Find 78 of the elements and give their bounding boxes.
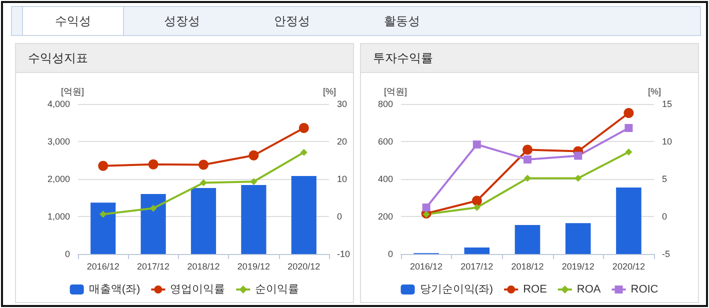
x-tick-label: 2017/12 [137,262,170,272]
x-tick-label: 2020/12 [612,262,645,272]
y-tick-label: 4,000 [47,99,70,109]
point [422,204,430,212]
point [522,144,532,155]
point [472,196,482,206]
y-tick-label: 800 [378,99,393,109]
bar [464,247,490,254]
text: 수익성 [22,6,124,35]
x-tick-label: 2018/12 [511,262,544,272]
legend-label: 순이익률 [255,284,300,296]
point [625,148,632,156]
bar [565,223,591,254]
x-tick-label: 2016/12 [86,262,120,272]
bar [241,185,266,254]
y-tick-label: 2,000 [47,174,70,184]
y2-tick-label: 10 [336,174,348,184]
y-tick-label: 1,000 [47,212,70,222]
y-tick-label: 400 [378,174,393,184]
y2-tick-label: 30 [336,99,348,109]
point [472,140,481,148]
point [524,156,532,164]
point [524,174,531,182]
point [473,204,480,211]
legend-label: 당기순이익(좌) [420,284,494,296]
y-tick-label: 600 [378,136,393,146]
y2-axis-title: [%] [648,86,662,96]
x-tick-label: 2017/12 [460,262,494,272]
bar [140,194,166,254]
y2-tick-label: 10 [662,136,672,146]
y2-tick-label: 20 [336,136,348,146]
point [574,152,582,160]
bar [90,202,116,254]
text: 안정성 [273,13,311,30]
x-tick-label: 2019/12 [237,262,270,272]
text: 활동성 [383,13,421,30]
point [248,150,259,160]
bar [291,176,316,254]
text: 성장성 [163,13,201,30]
y-tick-label: 0 [388,249,393,259]
point [198,160,208,170]
y2-axis-title: [%] [322,86,336,96]
chart-title: 투자수익률 [361,44,698,73]
bar [616,187,642,254]
legend-label: ROA [576,284,602,296]
y2-tick-label: -10 [336,249,350,259]
x-tick-label: 2016/12 [410,262,443,272]
legend-label: ROE [523,284,547,296]
point [148,159,158,170]
point [200,179,207,186]
legend-label: 매출액(좌) [88,284,140,296]
point [250,178,258,186]
point [624,124,633,132]
bar [514,224,540,254]
point [298,123,309,133]
y-tick-label: 200 [378,212,393,222]
x-tick-label: 2019/12 [562,262,594,272]
y-axis-title: [억원] [384,86,407,96]
y-tick-label: 3,000 [47,136,70,146]
chart-title: 수익성지표 [16,44,353,73]
y-axis-title: [억원] [60,86,84,96]
legend-label: ROIC [630,284,658,296]
point [150,204,157,212]
y2-tick-label: 0 [662,212,668,222]
x-tick-label: 2018/12 [187,262,220,272]
bar [190,188,216,254]
y2-tick-label: -5 [662,249,670,259]
point [300,148,308,156]
point [574,174,582,182]
y2-tick-label: 5 [662,174,668,184]
y2-tick-label: 0 [336,212,342,222]
x-tick-label: 2020/12 [288,262,320,272]
point [624,108,634,118]
y-tick-label: 0 [64,249,70,259]
y2-tick-label: 15 [662,99,672,109]
point [100,210,107,218]
point [98,160,108,171]
legend-label: 영업이익률 [170,284,226,296]
